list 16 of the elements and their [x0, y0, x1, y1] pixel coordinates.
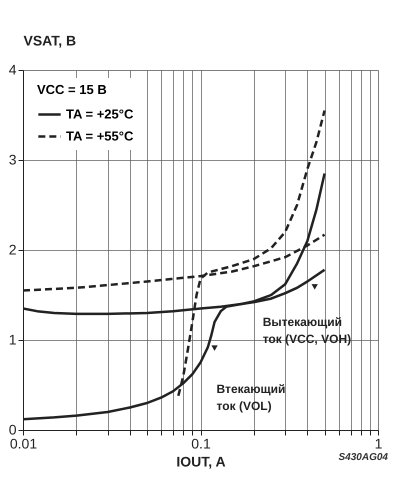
x-axis-title: IOUT, A — [176, 454, 226, 470]
y-tick-label: 4 — [8, 62, 17, 78]
legend-title: VCC = 15 В — [37, 82, 107, 97]
y-tick-label: 1 — [8, 332, 17, 348]
annotation: Втекающий ток (VOL) — [216, 382, 286, 414]
legend-label: TA = +25°C — [66, 106, 134, 122]
x-tick-label: 1 — [374, 436, 383, 452]
x-tick-label: 0.1 — [191, 436, 211, 452]
y-tick-label: 2 — [8, 242, 17, 258]
text: S430AG04 — [338, 452, 388, 463]
y-axis-title: VSAT, В — [24, 32, 76, 48]
y-tick-label: 0 — [8, 422, 17, 438]
x-tick-label: 0.01 — [10, 436, 38, 452]
legend-label: TA = +55°C — [66, 128, 134, 144]
y-tick-label: 3 — [8, 152, 17, 168]
annotation: Вытекающий ток (VCC, VOH) — [262, 314, 352, 346]
